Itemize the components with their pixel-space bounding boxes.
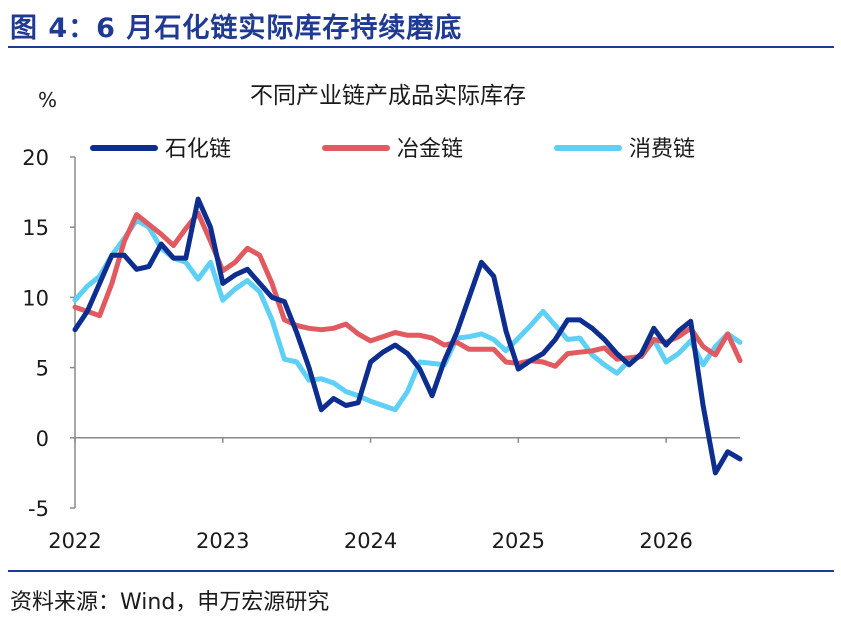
title-rule [8, 46, 834, 48]
series-line-petro [72, 196, 743, 476]
y-axis-unit: % [38, 88, 57, 112]
chart-title: 不同产业链产成品实际库存 [250, 83, 526, 109]
y-tick-label: 5 [36, 357, 49, 381]
plot-area [72, 196, 743, 476]
x-axis: 2022 2023 2024 2025 2026 [48, 437, 740, 553]
x-tick-label: 2023 [196, 529, 249, 553]
y-tick-label: 15 [22, 216, 49, 240]
y-tick-label: 0 [36, 427, 49, 451]
footer-rule [8, 570, 834, 572]
legend-label-metal: 冶金链 [397, 137, 463, 162]
y-tick-label: -5 [28, 497, 49, 521]
x-tick-label: 2025 [492, 529, 545, 553]
y-tick-label: 10 [22, 286, 49, 310]
x-tick-label: 2024 [344, 529, 397, 553]
line-chart: 不同产业链产成品实际库存 % 石化链 冶金链 消费链 20 15 10 5 0 -5 2022… [22, 83, 743, 553]
x-tick-label: 2022 [48, 529, 101, 553]
series-line-consumer [72, 217, 743, 413]
series-line-metal [72, 210, 743, 369]
y-tick-label: 20 [22, 146, 49, 170]
y-axis: 20 15 10 5 0 -5 [22, 146, 76, 521]
legend-label-consumer: 消费链 [629, 137, 695, 162]
legend-label-petro: 石化链 [165, 137, 231, 162]
x-tick-label: 2026 [639, 529, 692, 553]
figure-title: 图 4：6 月石化链实际库存持续磨底 [10, 13, 463, 44]
legend: 石化链 冶金链 消费链 [90, 137, 695, 162]
source-note: 资料来源：Wind，申万宏源研究 [10, 590, 330, 615]
